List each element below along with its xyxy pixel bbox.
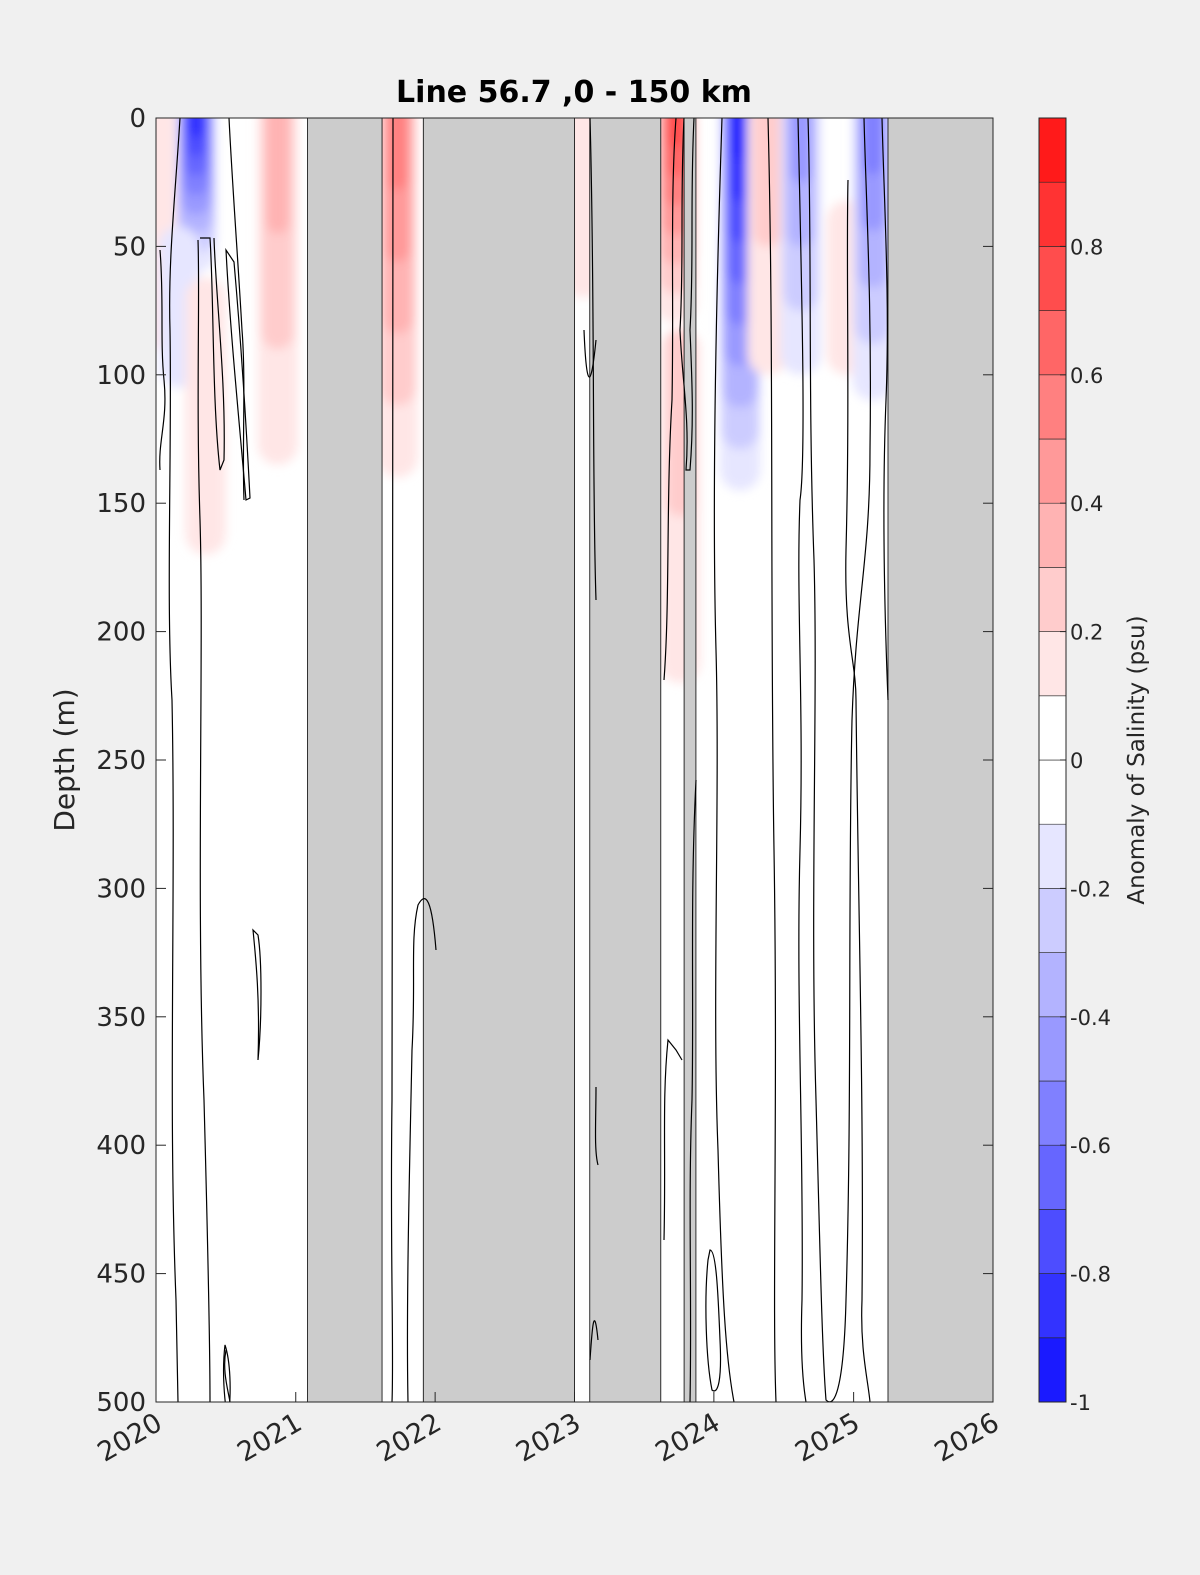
- x-tick-label: 2023: [511, 1407, 586, 1468]
- colorbar-ticks: -1 -0.8 -0.6 -0.4 -0.2 0 0.2 0.4 0.6 0.8: [1060, 235, 1111, 1415]
- colorbar-label: Anomaly of Salinity (psu): [1124, 615, 1150, 904]
- colorbar-segment: [1038, 888, 1067, 953]
- colorbar-segment: [1038, 1273, 1067, 1339]
- y-tick-label: 300: [96, 874, 146, 904]
- contour-line: [797, 118, 807, 1402]
- contour-line: [845, 179, 871, 1402]
- plot-area: 2020 2021 2022 2023 2024 2025 2026 05010015020…: [92, 104, 1005, 1468]
- anomaly-contour-band: [753, 118, 781, 247]
- contour-line: [159, 249, 166, 471]
- zero-contour-lines: [159, 118, 889, 1402]
- contour-line: [168, 118, 181, 1402]
- colorbar-segment: [1038, 374, 1067, 440]
- colorbar-tick-label: -0.8: [1070, 1263, 1111, 1287]
- colorbar-tick-label: 0: [1070, 749, 1083, 773]
- y-tick-label: 150: [96, 489, 146, 519]
- contour-line: [705, 1249, 722, 1392]
- x-tick-label: 2022: [372, 1407, 447, 1468]
- y-tick-label: 250: [96, 746, 146, 776]
- y-axis-ticks: 0 50 100 150 200 250 300 350 400 450 500: [96, 104, 993, 1418]
- contour-line: [200, 237, 225, 471]
- colorbar-segment: [1038, 502, 1067, 568]
- colorbar-tick-label: 0.8: [1070, 235, 1103, 259]
- contour-line: [689, 779, 697, 1402]
- anomaly-contour-band: [667, 118, 686, 148]
- colorbar-segment: [1038, 117, 1067, 183]
- colorbar-tick-label: -0.6: [1070, 1134, 1111, 1158]
- y-tick-label: 50: [113, 232, 146, 262]
- colorbar-tick-label: 0.4: [1070, 492, 1103, 516]
- no-data-band: [422, 117, 575, 1403]
- colorbar-segment: [1038, 438, 1067, 504]
- y-tick-label: 0: [129, 104, 146, 134]
- contour-line: [228, 118, 245, 501]
- contour-line: [583, 329, 597, 378]
- no-data-band: [589, 117, 662, 1403]
- x-axis-ticks: 2020 2021 2022 2023 2024 2025 2026: [92, 1392, 1005, 1468]
- colorbar-segment: [1038, 1337, 1067, 1403]
- x-tick-label: 2021: [232, 1407, 307, 1468]
- contour-line: [713, 118, 735, 1402]
- anomaly-contour-band: [790, 118, 811, 183]
- anomaly-contour-band: [187, 118, 205, 138]
- y-tick-label: 350: [96, 1003, 146, 1033]
- y-tick-label: 400: [96, 1131, 146, 1161]
- colorbar-segment: [1038, 1209, 1067, 1274]
- contour-line: [679, 118, 695, 471]
- contour-line: [222, 1344, 231, 1402]
- no-data-layer: [307, 117, 994, 1403]
- y-tick-label: 100: [96, 361, 146, 391]
- contour-line: [663, 1038, 683, 1241]
- chart-title: Line 56.7 ,0 - 150 km: [396, 75, 752, 110]
- colorbar-segments: [1038, 117, 1067, 1403]
- colorbar-tick-label: -1: [1070, 1391, 1091, 1415]
- colorbar-segment: [1038, 1144, 1067, 1210]
- y-tick-label: 450: [96, 1260, 146, 1290]
- anomaly-contour-band: [863, 118, 883, 175]
- contour-line: [594, 1086, 599, 1166]
- contour-line: [406, 898, 437, 1402]
- x-tick-label: 2026: [929, 1407, 1004, 1468]
- colorbar-segment: [1038, 1080, 1067, 1146]
- colorbar-tick-label: 0.6: [1070, 364, 1103, 388]
- no-data-band: [887, 117, 994, 1403]
- contour-line: [663, 118, 677, 681]
- x-tick-label: 2025: [790, 1407, 865, 1468]
- colorbar: -1 -0.8 -0.6 -0.4 -0.2 0 0.2 0.4 0.6 0.8 Anomaly …: [1038, 117, 1150, 1415]
- contour-line: [197, 239, 211, 1402]
- colorbar-tick-label: -0.4: [1070, 1006, 1111, 1030]
- no-data-band: [307, 117, 383, 1403]
- contour-line: [390, 118, 394, 1402]
- y-tick-label: 200: [96, 618, 146, 648]
- colorbar-segment: [1038, 952, 1067, 1018]
- colorbar-segment: [1038, 1016, 1067, 1082]
- contour-line: [225, 247, 251, 501]
- colorbar-tick-label: -0.2: [1070, 877, 1111, 901]
- anomaly-contour-band: [185, 277, 226, 555]
- colorbar-segment: [1038, 567, 1067, 632]
- y-axis-label: Depth (m): [48, 688, 81, 831]
- colorbar-segment: [1038, 759, 1067, 825]
- contour-line: [807, 118, 871, 1402]
- contour-line: [589, 118, 597, 601]
- anomaly-contour-band: [388, 118, 408, 190]
- contour-line: [589, 1320, 599, 1361]
- colorbar-segment: [1038, 695, 1067, 761]
- anomaly-contour-band: [731, 118, 749, 160]
- colorbar-segment: [1038, 631, 1067, 697]
- colorbar-segment: [1038, 823, 1067, 889]
- colorbar-tick-label: 0.2: [1070, 621, 1103, 645]
- contour-line: [252, 928, 262, 1061]
- colorbar-segment: [1038, 246, 1067, 311]
- colorbar-segment: [1038, 181, 1067, 247]
- contour-line: [224, 1349, 231, 1402]
- contour-line: [767, 118, 777, 1402]
- x-tick-label: 2024: [650, 1407, 725, 1468]
- colorbar-segment: [1038, 310, 1067, 376]
- contour-line: [881, 118, 889, 701]
- anomaly-contour-band: [266, 118, 290, 234]
- y-tick-label: 500: [96, 1388, 146, 1418]
